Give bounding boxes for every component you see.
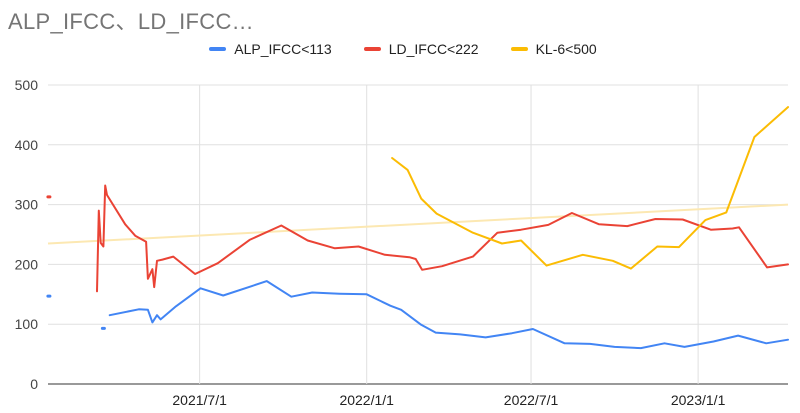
series-line[interactable] [108, 280, 789, 350]
y-tick-label: 200 [15, 256, 39, 272]
trendline [47, 203, 789, 245]
chart-title: ALP_IFCC、LD_IFCC… [8, 9, 254, 34]
x-tick-label: 2023/1/1 [671, 392, 726, 408]
chart-legend[interactable]: ALP_IFCC<113 LD_IFCC<222 KL-6<500 [0, 41, 800, 57]
legend-label-ld: LD_IFCC<222 [388, 41, 479, 57]
legend-item-kl6[interactable]: KL-6<500 [505, 41, 597, 57]
legend-swatch-kl6 [510, 47, 528, 51]
trendline-layer [47, 203, 789, 245]
y-tick-label: 100 [15, 316, 39, 332]
axis-labels: 0 100 200 300 400 500 2021/7/1 2022/1/1 2022/7/1… [15, 77, 726, 408]
x-tick-label: 2022/1/1 [339, 392, 394, 408]
legend-label-alp: ALP_IFCC<113 [234, 41, 332, 57]
legend-swatch-ld [363, 47, 381, 51]
x-tick-label: 2021/7/1 [172, 392, 227, 408]
series-line[interactable] [96, 184, 789, 293]
y-tick-label: 0 [30, 376, 38, 392]
legend-item-alp[interactable]: ALP_IFCC<113 [203, 41, 332, 57]
y-tick-label: 300 [15, 197, 39, 213]
series-layer [46, 106, 789, 350]
grid-lines [48, 84, 788, 385]
legend-item-ld[interactable]: LD_IFCC<222 [358, 41, 479, 57]
x-tick-label: 2022/7/1 [504, 392, 559, 408]
y-tick-label: 400 [15, 137, 39, 153]
legend-swatch-alp [209, 47, 227, 51]
series-line[interactable] [391, 106, 789, 270]
legend-label-kl6: KL-6<500 [535, 41, 597, 57]
y-tick-label: 500 [15, 77, 39, 93]
